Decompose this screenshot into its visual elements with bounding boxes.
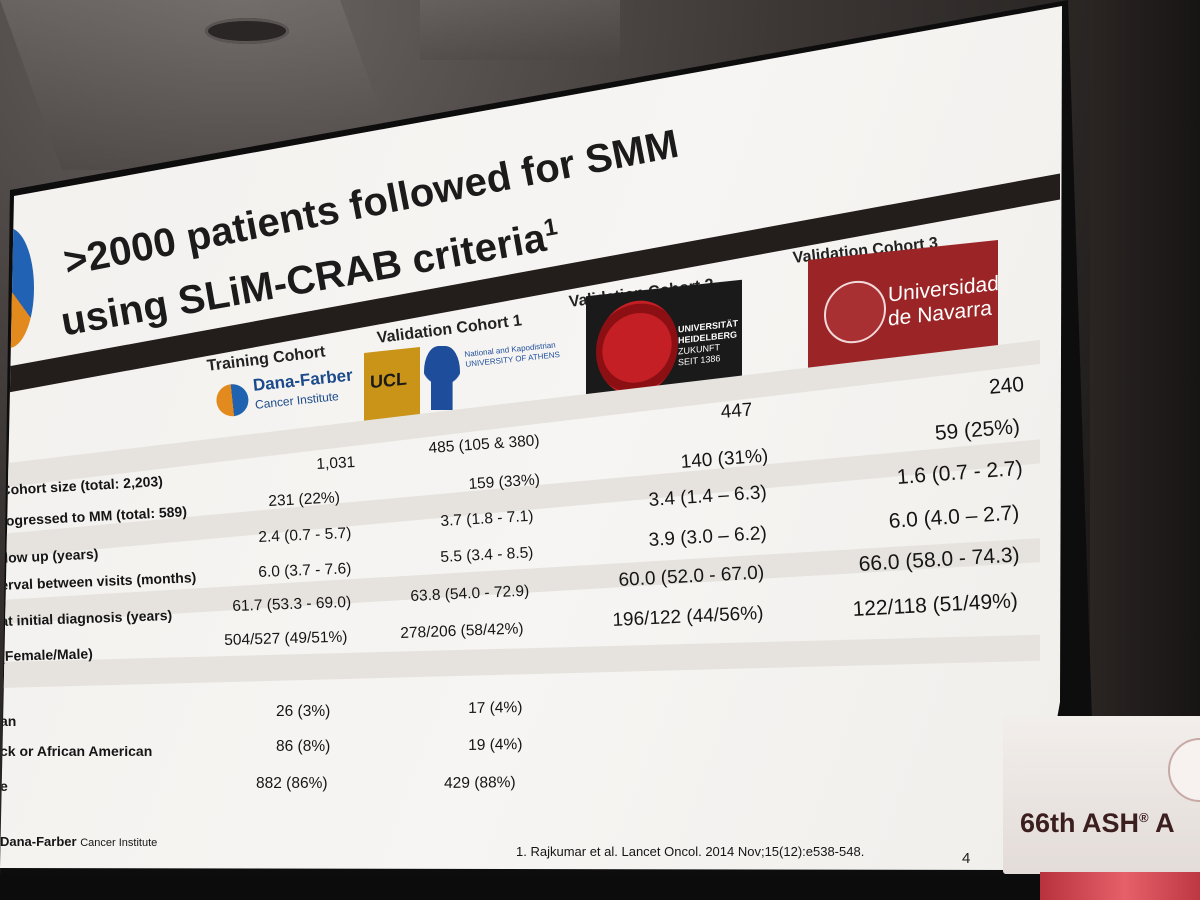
ucl-logo-text: UCL: [370, 368, 407, 393]
ceiling-light: [205, 18, 289, 44]
training-sex: 504/527 (49/51%): [224, 628, 348, 649]
navarra-logo-text: Universidad de Navarra: [888, 272, 999, 332]
footer-logo-sub: Cancer Institute: [80, 837, 158, 849]
ash-sign-sup: ®: [1139, 810, 1149, 825]
training-race1: 26 (3%): [276, 703, 331, 720]
training-race3: 882 (86%): [256, 775, 328, 792]
ash-sign-main: 66th ASH: [1020, 808, 1140, 838]
footer-dfci-logo: Dana-Farber Cancer Institute: [0, 834, 157, 849]
val1-race2: 19 (4%): [468, 736, 523, 754]
training-progressed: 231 (22%): [268, 489, 341, 510]
dfci-mark-icon: [214, 382, 251, 418]
ash-sign-text: 66th ASH® A: [1020, 808, 1175, 839]
navarra-seal-icon: [824, 277, 886, 347]
training-interval: 6.0 (3.7 - 7.6): [258, 560, 352, 581]
footnote-reference: 1. Rajkumar et al. Lancet Oncol. 2014 No…: [516, 844, 865, 859]
floor-shadow: [0, 874, 1040, 900]
page-number: 4: [962, 850, 971, 867]
athens-athena-icon: [424, 346, 460, 410]
val2-cohort-size: 447: [720, 399, 754, 423]
ash-meeting-sign: [1003, 716, 1200, 874]
row-label-race1: an: [0, 713, 17, 729]
ceiling-beam: [420, 0, 620, 60]
row-label-race3: e: [0, 778, 8, 794]
row-label-sex: (Female/Male): [0, 645, 94, 664]
training-race2: 86 (8%): [276, 738, 331, 755]
row-label-race2: ck or African American: [0, 743, 153, 759]
val1-race3: 429 (88%): [444, 774, 516, 792]
val1-race1: 17 (4%): [468, 699, 523, 717]
val3-cohort-size: 240: [988, 372, 1025, 399]
footer-logo-name: Dana-Farber: [0, 834, 77, 849]
ash-red-bar: [1040, 872, 1200, 900]
training-cohort-size: 1,031: [316, 453, 356, 473]
ash-sign-tail: A: [1148, 808, 1175, 838]
heidelberg-logo-text: UNIVERSITÄT HEIDELBERG ZUKUNFT SEIT 1386: [678, 318, 738, 368]
